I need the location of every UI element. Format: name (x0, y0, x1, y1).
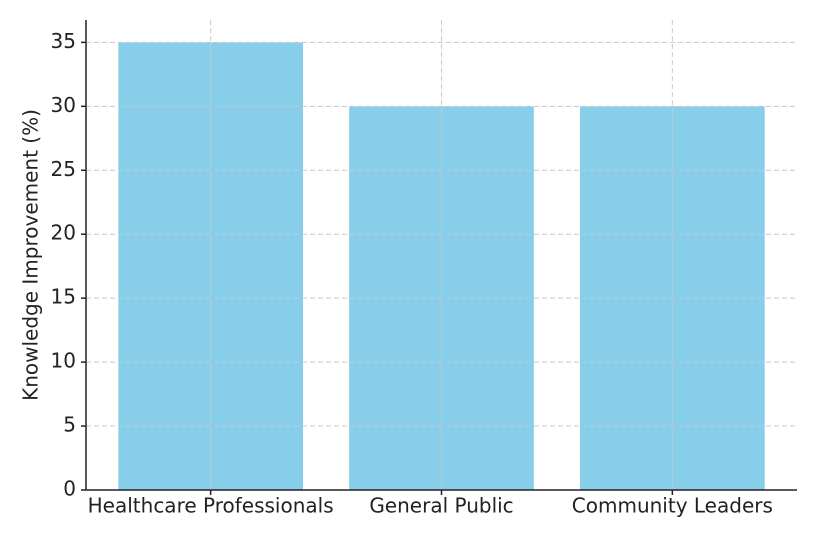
y-tick-label: 35 (51, 29, 76, 53)
y-axis-label: Knowledge Improvement (%) (19, 109, 43, 401)
x-tick-label: Healthcare Professionals (88, 494, 334, 518)
y-tick-label: 5 (63, 413, 76, 437)
y-tick-label: 15 (51, 285, 76, 309)
y-tick-label: 10 (51, 349, 76, 373)
y-tick-label: 20 (51, 221, 76, 245)
x-tick-label: General Public (369, 494, 513, 518)
x-tick-label: Community Leaders (572, 494, 773, 518)
y-tick-label: 25 (51, 157, 76, 181)
y-tick-label: 30 (51, 93, 76, 117)
y-tick-label: 0 (63, 477, 76, 501)
